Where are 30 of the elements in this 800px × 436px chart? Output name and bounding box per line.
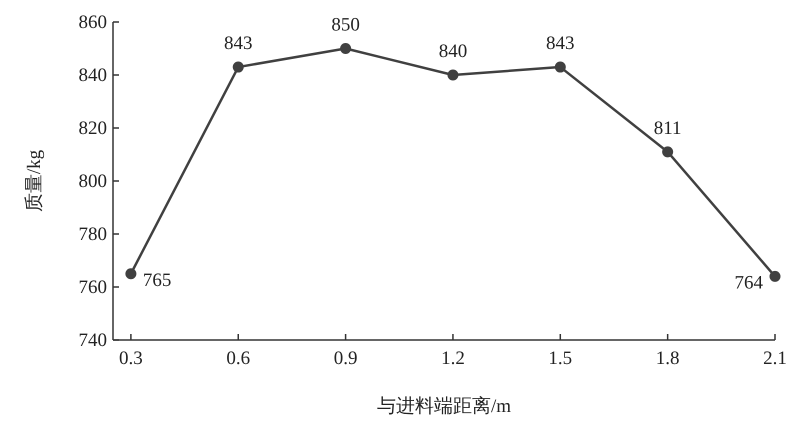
- y-tick-label: 800: [78, 171, 107, 192]
- point: [232, 62, 244, 73]
- x-tick-label: 0.3: [119, 348, 143, 369]
- y-tick-label: 740: [78, 330, 107, 351]
- data-label: 764: [734, 272, 764, 294]
- x-tick-label: 0.9: [334, 348, 358, 369]
- x-tick-label: 1.8: [656, 348, 680, 369]
- data-label: 811: [654, 118, 682, 139]
- x-tick-label: 1.5: [548, 348, 572, 369]
- point: [770, 270, 780, 282]
- y-tick-label: 860: [78, 12, 107, 33]
- data-label: 843: [546, 33, 575, 54]
- y-tick-label: 840: [78, 65, 107, 86]
- data-label: 765: [142, 270, 172, 291]
- point: [340, 43, 352, 54]
- data-label: 840: [438, 41, 468, 62]
- x-tick-label: 0.6: [226, 348, 250, 369]
- data-label: 850: [331, 14, 360, 36]
- point: [662, 146, 674, 158]
- y-tick-label: 820: [78, 118, 107, 139]
- point: [125, 268, 136, 280]
- x-axis-title: 与进料端距离/m: [376, 395, 512, 417]
- point: [554, 62, 566, 73]
- point: [447, 70, 458, 80]
- data-label: 843: [224, 33, 252, 54]
- x-tick-label: 1.2: [441, 348, 465, 369]
- y-tick-label: 780: [78, 224, 107, 245]
- y-axis-title: 质量/kg: [24, 149, 45, 212]
- y-tick-label: 760: [78, 277, 107, 298]
- x-tick-label: 2.1: [763, 348, 787, 369]
